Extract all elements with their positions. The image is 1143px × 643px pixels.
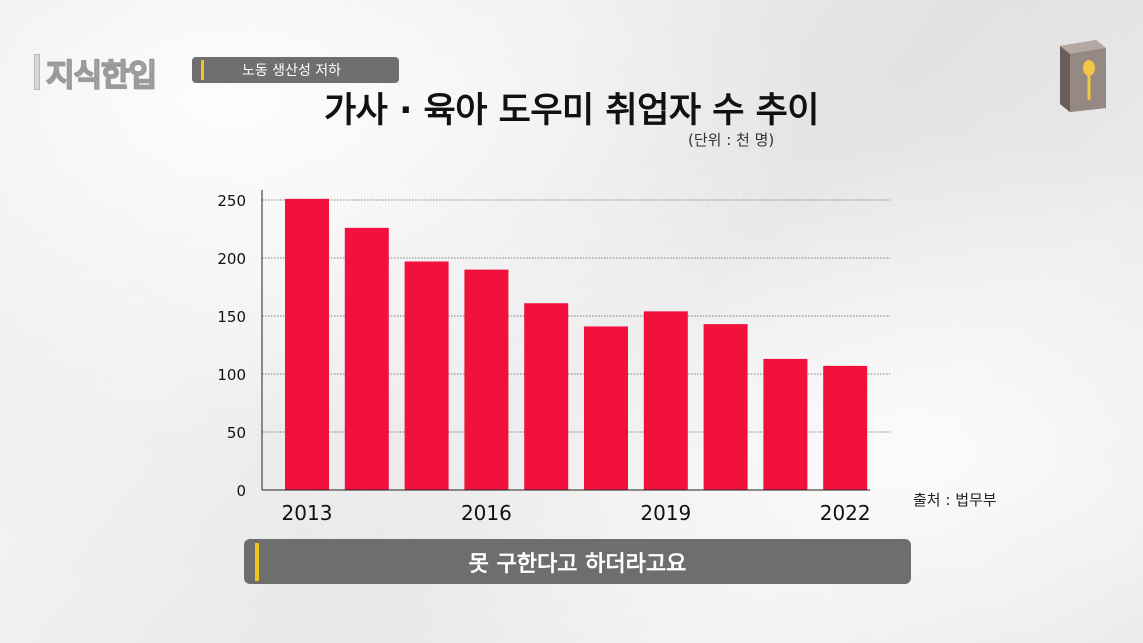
bar-2013: [285, 198, 329, 490]
bar-2022: [823, 365, 868, 490]
bar-2017: [524, 303, 569, 490]
y-tick-label: 250: [217, 192, 246, 210]
x-tick-label: 2019: [640, 501, 691, 525]
topic-accent-bar: [201, 60, 204, 80]
y-tick-label: 50: [227, 424, 246, 442]
logo-bar: [34, 54, 40, 90]
bar-2018: [584, 326, 628, 490]
chart-title: 가사 · 육아 도우미 취업자 수 추이: [323, 91, 820, 131]
bar-2019: [643, 311, 688, 490]
x-tick-label: 2022: [820, 501, 871, 525]
caption-text: 못 구한다고 하더라고요: [468, 551, 687, 577]
channel-logo: 지식한입: [34, 52, 158, 94]
bar-2021: [763, 358, 808, 490]
topic-label: 노동 생산성 저하: [241, 63, 342, 79]
topic-pill: 노동 생산성 저하: [192, 57, 399, 83]
bar-2014: [344, 227, 389, 490]
x-tick-label: 2016: [461, 501, 512, 525]
y-tick-label: 150: [217, 308, 246, 326]
caption-accent-bar: [255, 542, 259, 581]
bar-2020: [703, 324, 748, 490]
y-tick-label: 200: [217, 250, 246, 268]
bar-2016: [464, 269, 509, 490]
unit-label: (단위 : 천 명): [688, 131, 775, 149]
book-spoon-icon: [1060, 40, 1106, 112]
bar-2015: [404, 261, 449, 490]
source-label: 출처 : 법무부: [913, 491, 997, 509]
y-tick-label: 0: [236, 482, 246, 500]
subtitle-caption: 못 구한다고 하더라고요: [244, 539, 911, 584]
x-tick-label: 2013: [282, 501, 333, 525]
y-tick-label: 100: [217, 366, 246, 384]
logo-text: 지식한입: [45, 57, 157, 94]
